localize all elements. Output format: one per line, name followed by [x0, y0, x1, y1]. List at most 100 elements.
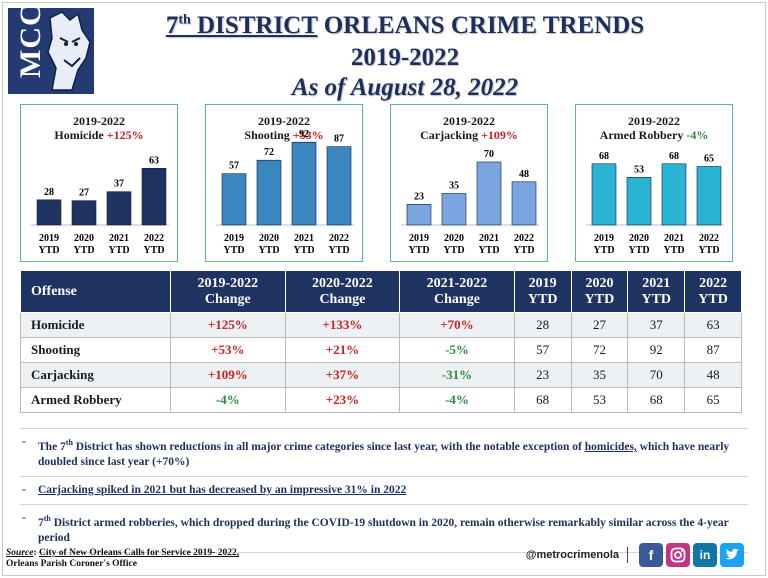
- chart-title: 2019-2022 Armed Robbery -4%: [599, 114, 709, 142]
- data-label: 63: [149, 155, 159, 166]
- chart-shooting: 2019-2022 Shooting +53% 57 2019 YTD 72 2020 Y…: [205, 104, 363, 262]
- data-label: 65: [704, 154, 714, 165]
- tick-label: 2019: [224, 233, 244, 244]
- page-title: 7th DISTRICT ORLEANS CRIME TRENDS: [100, 12, 710, 40]
- col-2020-ytd: 2020 YTD: [570, 270, 629, 313]
- bar: [696, 166, 722, 226]
- tick-label: 2019: [594, 233, 614, 244]
- tick-label: 2020: [259, 233, 279, 244]
- col-2021-ytd: 2021 YTD: [627, 270, 686, 313]
- change-cell: +37%: [284, 362, 401, 388]
- tick-label: YTD: [628, 245, 649, 256]
- tick-label: 2021: [479, 233, 499, 244]
- data-label: 48: [519, 169, 529, 180]
- change-cell: +53%: [170, 337, 286, 363]
- bar: [256, 159, 282, 226]
- tick-label: YTD: [663, 245, 684, 256]
- tick-label: YTD: [108, 245, 129, 256]
- title-district: 7th DISTRICT: [165, 12, 318, 39]
- chart-title: 2019-2022 Shooting +53%: [244, 114, 324, 142]
- note-homicides: The 7th District has shown reductions in…: [20, 429, 748, 477]
- data-label: 28: [44, 187, 54, 198]
- tick-label: YTD: [38, 245, 59, 256]
- tick-label: 2022: [144, 233, 164, 244]
- chart-change: -4%: [686, 128, 709, 142]
- data-label: 53: [634, 164, 644, 175]
- divider: [627, 547, 628, 563]
- tick-label: YTD: [698, 245, 719, 256]
- homicides-link[interactable]: homicides,: [584, 440, 637, 453]
- bar: [221, 173, 247, 226]
- tick-label: YTD: [223, 245, 244, 256]
- bar: [511, 181, 537, 226]
- chart-carjacking: 2019-2022 Carjacking +109% 23 2019 YTD 35 20…: [390, 104, 548, 262]
- tick-label: YTD: [328, 245, 349, 256]
- mcc-logo: MCC: [8, 8, 94, 94]
- chart-change: +125%: [106, 128, 144, 142]
- table-header-row: Offense 2019-2022 Change 2020-2022 Change …: [20, 270, 742, 313]
- change-cell: +21%: [284, 337, 401, 363]
- tick-label: 2022: [699, 233, 719, 244]
- change-cell: +133%: [284, 312, 401, 338]
- ytd-cell: 35: [570, 362, 629, 388]
- change-cell: +125%: [170, 312, 286, 338]
- social-bar: @metrocrimenola f in: [526, 542, 744, 568]
- data-label: 68: [599, 151, 609, 162]
- change-cell: +23%: [284, 387, 401, 413]
- ytd-cell: 72: [570, 337, 629, 363]
- instagram-icon[interactable]: [666, 543, 690, 567]
- tick-label: 2021: [294, 233, 314, 244]
- tick-label: 2019: [39, 233, 59, 244]
- tick-label: YTD: [478, 245, 499, 256]
- bar: [71, 200, 97, 226]
- tick-label: YTD: [443, 245, 464, 256]
- ytd-cell: 65: [684, 387, 742, 413]
- offense-cell: Armed Robbery: [20, 387, 171, 413]
- bar: [36, 199, 62, 226]
- ytd-cell: 23: [513, 362, 572, 388]
- change-cell: -5%: [399, 337, 515, 363]
- source-citation: Source: City of New Orleans Calls for Se…: [6, 548, 240, 569]
- data-label: 68: [669, 151, 679, 162]
- bar: [441, 193, 467, 226]
- crime-table: Offense 2019-2022 Change 2020-2022 Change …: [20, 270, 742, 413]
- ytd-cell: 70: [627, 362, 686, 388]
- chart-title: 2019-2022 Carjacking +109%: [420, 114, 518, 142]
- title-rest: ORLEANS CRIME TRENDS: [317, 12, 645, 39]
- source-link[interactable]: City of New Orleans Calls for Service 20…: [39, 548, 240, 558]
- table-row: Homicide +125% +133% +70% 28 27 37 63: [20, 312, 742, 338]
- offense-cell: Carjacking: [20, 362, 171, 388]
- linkedin-icon[interactable]: in: [693, 543, 717, 567]
- social-handle: @metrocrimenola: [525, 549, 619, 561]
- data-label: 23: [414, 191, 424, 202]
- chart-change: +53%: [292, 128, 324, 142]
- data-label: 27: [79, 188, 89, 199]
- chart-homicide: 2019-2022 Homicide +125% 28 2019 YTD 27 2020…: [20, 104, 178, 262]
- ytd-cell: 48: [684, 362, 742, 388]
- bar: [626, 177, 652, 226]
- chart-armed-robbery: 2019-2022 Armed Robbery -4% 68 2019 YTD 53 2…: [575, 104, 733, 262]
- tick-label: 2021: [664, 233, 684, 244]
- bar: [591, 163, 617, 226]
- table-row: Carjacking +109% +37% -31% 23 35 70 48: [20, 362, 742, 388]
- table-row: Shooting +53% +21% -5% 57 72 92 87: [20, 337, 742, 363]
- wolf-icon: [47, 11, 91, 91]
- ytd-cell: 87: [684, 337, 742, 363]
- title-date: As of August 28, 2022: [291, 74, 519, 101]
- bar: [106, 191, 132, 226]
- tick-label: YTD: [293, 245, 314, 256]
- chart-change: +109%: [481, 128, 518, 142]
- note-carjacking: Carjacking spiked in 2021 but has decrea…: [20, 477, 748, 505]
- note-armed-robbery: 7th District armed robberies, which drop…: [20, 505, 748, 553]
- facebook-icon[interactable]: f: [639, 543, 663, 567]
- tick-label: 2022: [329, 233, 349, 244]
- twitter-icon[interactable]: [720, 543, 744, 567]
- tick-label: 2022: [514, 233, 534, 244]
- col-2022-ytd: 2022 YTD: [684, 270, 742, 313]
- offense-cell: Homicide: [20, 312, 171, 338]
- bar: [326, 146, 352, 226]
- data-label: 57: [229, 161, 239, 172]
- ytd-cell: 28: [513, 312, 572, 338]
